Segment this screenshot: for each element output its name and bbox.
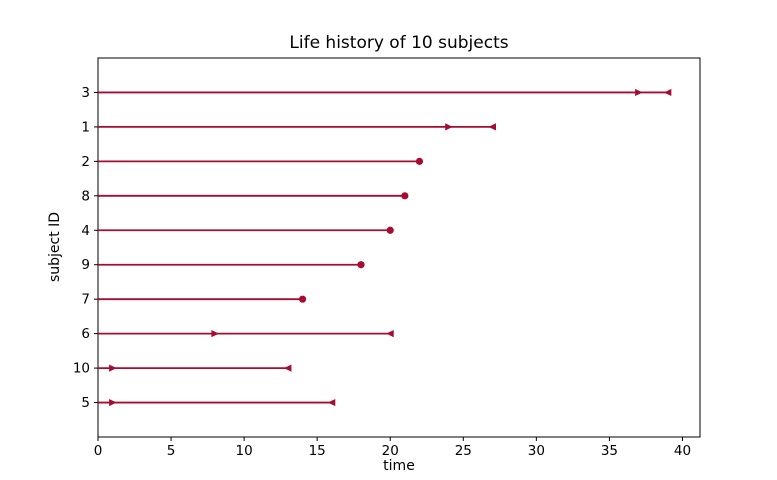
end-left-arrow-marker-subject-6 [386,330,394,338]
x-tick-label: 0 [94,443,103,459]
x-tick-label: 30 [528,443,545,459]
x-tick-label: 15 [309,443,326,459]
end-left-arrow-marker-subject-5 [327,398,336,407]
end-left-arrow-marker-subject-3 [663,88,672,97]
y-tick-label-subject-2: 2 [81,154,90,170]
end-left-arrow-marker-subject-1 [488,123,497,131]
y-tick-label-subject-7: 7 [81,292,90,308]
end-left-arrow-marker-subject-10 [283,364,292,372]
x-tick-label: 5 [167,443,176,459]
right-arrow-marker-subject-5 [109,398,117,407]
end-dot-marker-subject-8 [401,192,409,200]
y-tick-label-subject-1: 1 [81,119,90,135]
y-tick-label-subject-8: 8 [81,188,90,204]
x-axis-label: time [383,458,415,474]
end-dot-marker-subject-4 [386,226,394,234]
x-tick-label: 10 [236,443,253,459]
right-arrow-marker-subject-1 [445,123,453,131]
y-tick-label-subject-4: 4 [81,223,90,239]
end-dot-marker-subject-7 [298,295,307,303]
y-tick-label-subject-9: 9 [81,257,90,273]
right-arrow-marker-subject-6 [211,330,219,338]
end-dot-marker-subject-2 [415,157,424,165]
right-arrow-marker-subject-10 [109,364,117,372]
chart-title: Life history of 10 subjects [289,33,509,53]
x-tick-label: 20 [382,443,399,459]
y-axis-label: subject ID [47,211,63,283]
x-tick-label: 25 [455,443,472,459]
y-tick-label-subject-6: 6 [81,326,90,342]
right-arrow-marker-subject-3 [635,88,643,97]
x-tick-label: 35 [601,443,618,459]
y-tick-label-subject-10: 10 [73,361,90,377]
y-tick-label-subject-3: 3 [81,85,90,101]
x-tick-label: 40 [674,443,691,459]
end-dot-marker-subject-9 [357,261,365,269]
axes-box [97,57,701,438]
y-tick-label-subject-5: 5 [81,395,90,411]
